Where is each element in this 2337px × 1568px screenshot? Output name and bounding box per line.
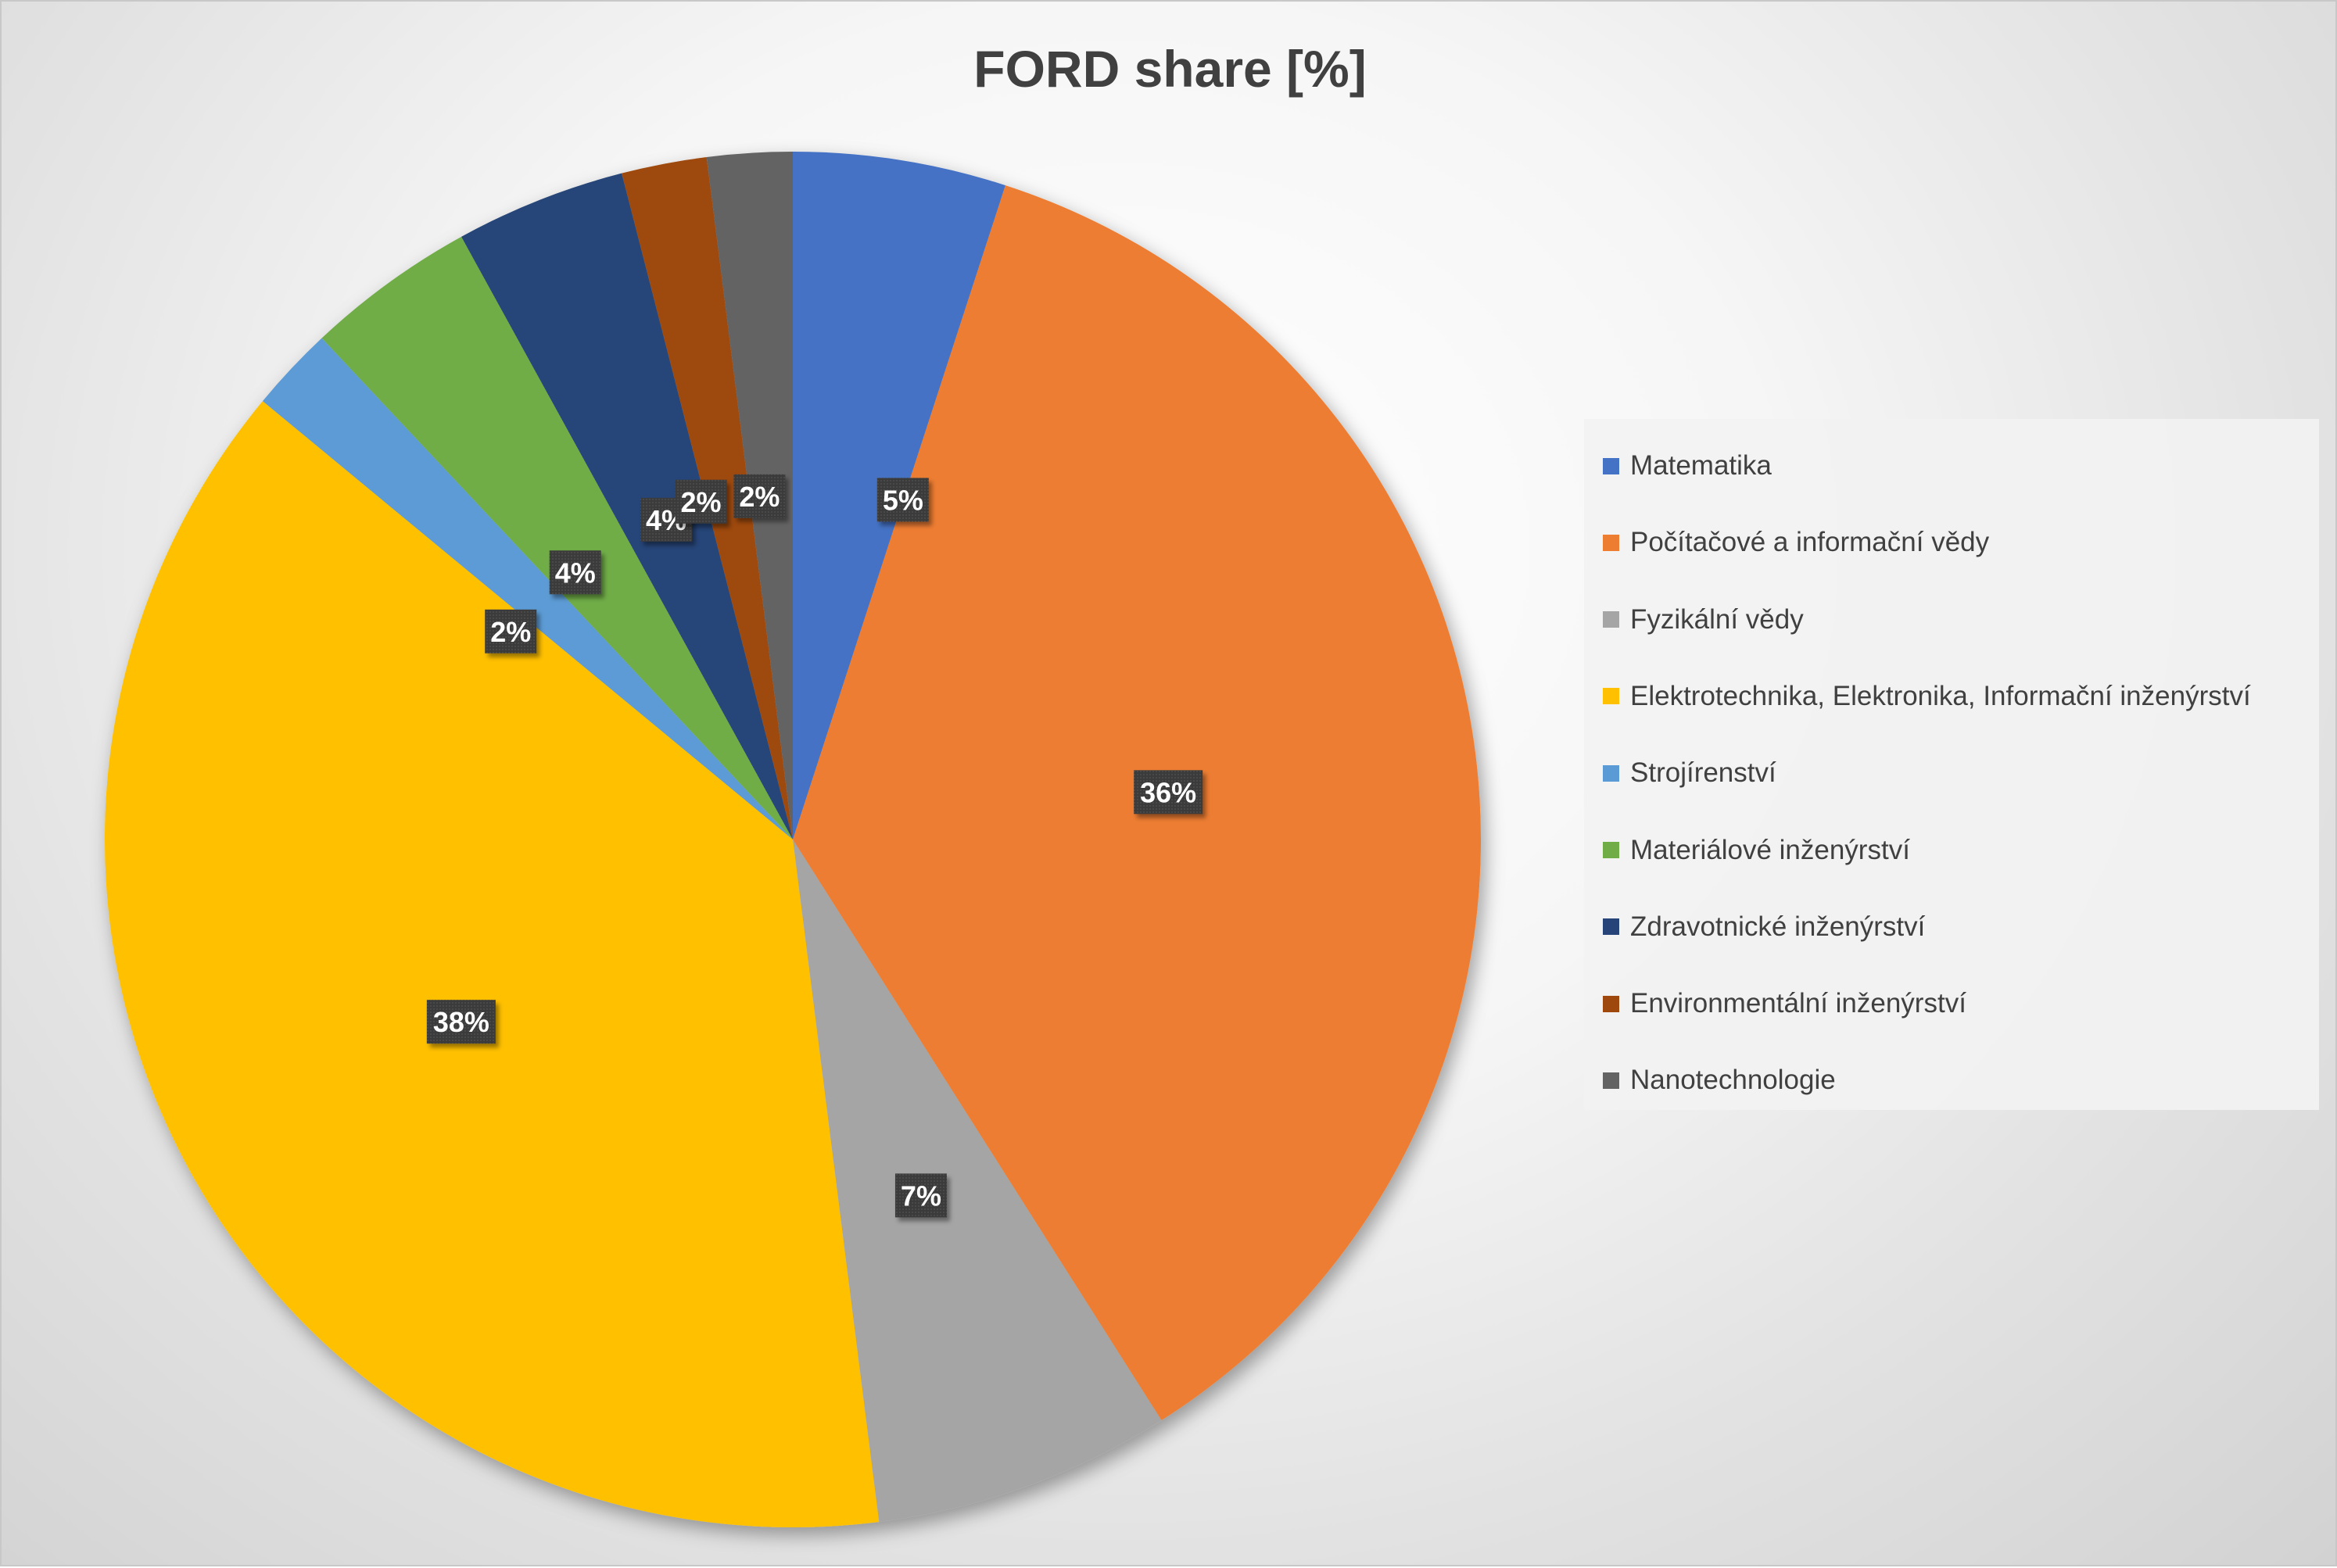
svg-text:5%: 5% xyxy=(883,484,923,516)
data-label-4: 38% xyxy=(426,1000,496,1044)
pie-slice-7 xyxy=(461,173,793,839)
legend-swatch xyxy=(1603,611,1619,628)
svg-text:36%: 36% xyxy=(1140,776,1196,808)
data-label-1: 5% xyxy=(876,478,929,522)
svg-text:2%: 2% xyxy=(739,481,780,513)
chart-title: FORD share [%] xyxy=(973,40,1367,98)
legend-item-6: Materiálové inženýrství xyxy=(1603,827,1910,874)
data-label-2: 36% xyxy=(1134,770,1203,814)
legend-swatch xyxy=(1603,1072,1619,1089)
legend-item-9: Nanotechnologie xyxy=(1603,1057,1836,1104)
legend-swatch xyxy=(1603,688,1619,705)
legend-item-2: Počítačové a informační vědy xyxy=(1603,519,1989,566)
legend-label: Zdravotnické inženýrství xyxy=(1630,911,1926,942)
legend-swatch xyxy=(1603,457,1619,474)
legend-swatch xyxy=(1603,918,1619,936)
legend-swatch xyxy=(1603,534,1619,551)
legend-item-7: Zdravotnické inženýrství xyxy=(1603,904,1925,950)
legend-item-8: Environmentální inženýrství xyxy=(1603,980,1966,1027)
pie-slice-4 xyxy=(105,401,880,1527)
data-label-5: 2% xyxy=(485,609,537,653)
svg-text:2%: 2% xyxy=(681,486,722,518)
data-label-9: 2% xyxy=(733,474,786,518)
legend-label: Fyzikální vědy xyxy=(1630,603,1804,635)
legend-swatch xyxy=(1603,842,1619,858)
svg-text:2%: 2% xyxy=(490,616,531,648)
pie-slice-3 xyxy=(793,839,1162,1523)
legend-label: Nanotechnologie xyxy=(1630,1065,1836,1096)
data-label-8: 2% xyxy=(675,479,727,524)
legend-label: Počítačové a informační vědy xyxy=(1630,527,1990,558)
svg-text:38%: 38% xyxy=(433,1006,489,1038)
legend-item-4: Elektrotechnika, Elektronika, Informační… xyxy=(1603,673,2251,720)
legend-item-1: Matematika xyxy=(1603,442,1772,489)
legend-label: Strojírenství xyxy=(1630,757,1776,789)
svg-text:4%: 4% xyxy=(555,557,596,589)
pie-slice-5 xyxy=(262,338,793,840)
legend-swatch xyxy=(1603,764,1619,782)
legend: Matematika Počítačové a informační vědy Fy… xyxy=(1584,419,2319,1110)
legend-label: Materiálové inženýrství xyxy=(1630,834,1910,865)
legend-label: Elektrotechnika, Elektronika, Informační… xyxy=(1630,680,2251,711)
legend-label: Environmentální inženýrství xyxy=(1630,988,1966,1019)
pie-slice-6 xyxy=(321,236,794,840)
legend-item-5: Strojírenství xyxy=(1603,750,1776,797)
svg-text:7%: 7% xyxy=(901,1180,941,1212)
legend-swatch xyxy=(1603,995,1619,1012)
legend-label: Matematika xyxy=(1630,450,1772,481)
legend-item-3: Fyzikální vědy xyxy=(1603,596,1804,643)
data-label-6: 4% xyxy=(549,550,601,595)
data-label-3: 7% xyxy=(894,1173,947,1218)
